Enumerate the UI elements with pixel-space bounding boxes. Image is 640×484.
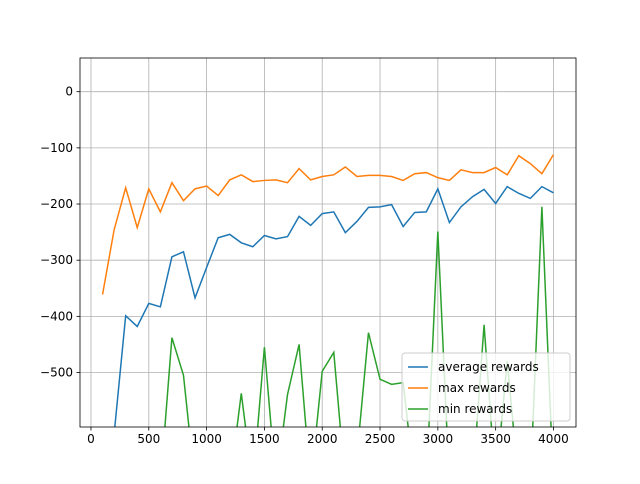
x-tick-label: 2500 xyxy=(365,432,396,446)
x-tick-label: 4000 xyxy=(538,432,569,446)
legend-box xyxy=(401,352,571,422)
x-tick-label: 1000 xyxy=(191,432,222,446)
y-tick-label: 0 xyxy=(65,85,73,99)
x-tick-label: 3000 xyxy=(423,432,454,446)
x-tick-label: 2000 xyxy=(307,432,338,446)
x-tick-label: 500 xyxy=(137,432,160,446)
y-tick-label: −400 xyxy=(40,309,73,323)
legend-label: min rewards xyxy=(438,402,512,416)
y-tick-label: −100 xyxy=(40,141,73,155)
x-tick-label: 3500 xyxy=(480,432,511,446)
x-tick-label: 0 xyxy=(87,432,95,446)
y-tick-label: −200 xyxy=(40,197,73,211)
x-tick-label: 1500 xyxy=(249,432,280,446)
y-tick-label: −300 xyxy=(40,253,73,267)
legend-label: max rewards xyxy=(438,381,516,395)
y-tick-label: −500 xyxy=(40,366,73,380)
legend-label: average rewards xyxy=(438,360,539,374)
series-line xyxy=(101,154,555,295)
axes-frame xyxy=(79,57,577,428)
series-line xyxy=(114,185,554,427)
